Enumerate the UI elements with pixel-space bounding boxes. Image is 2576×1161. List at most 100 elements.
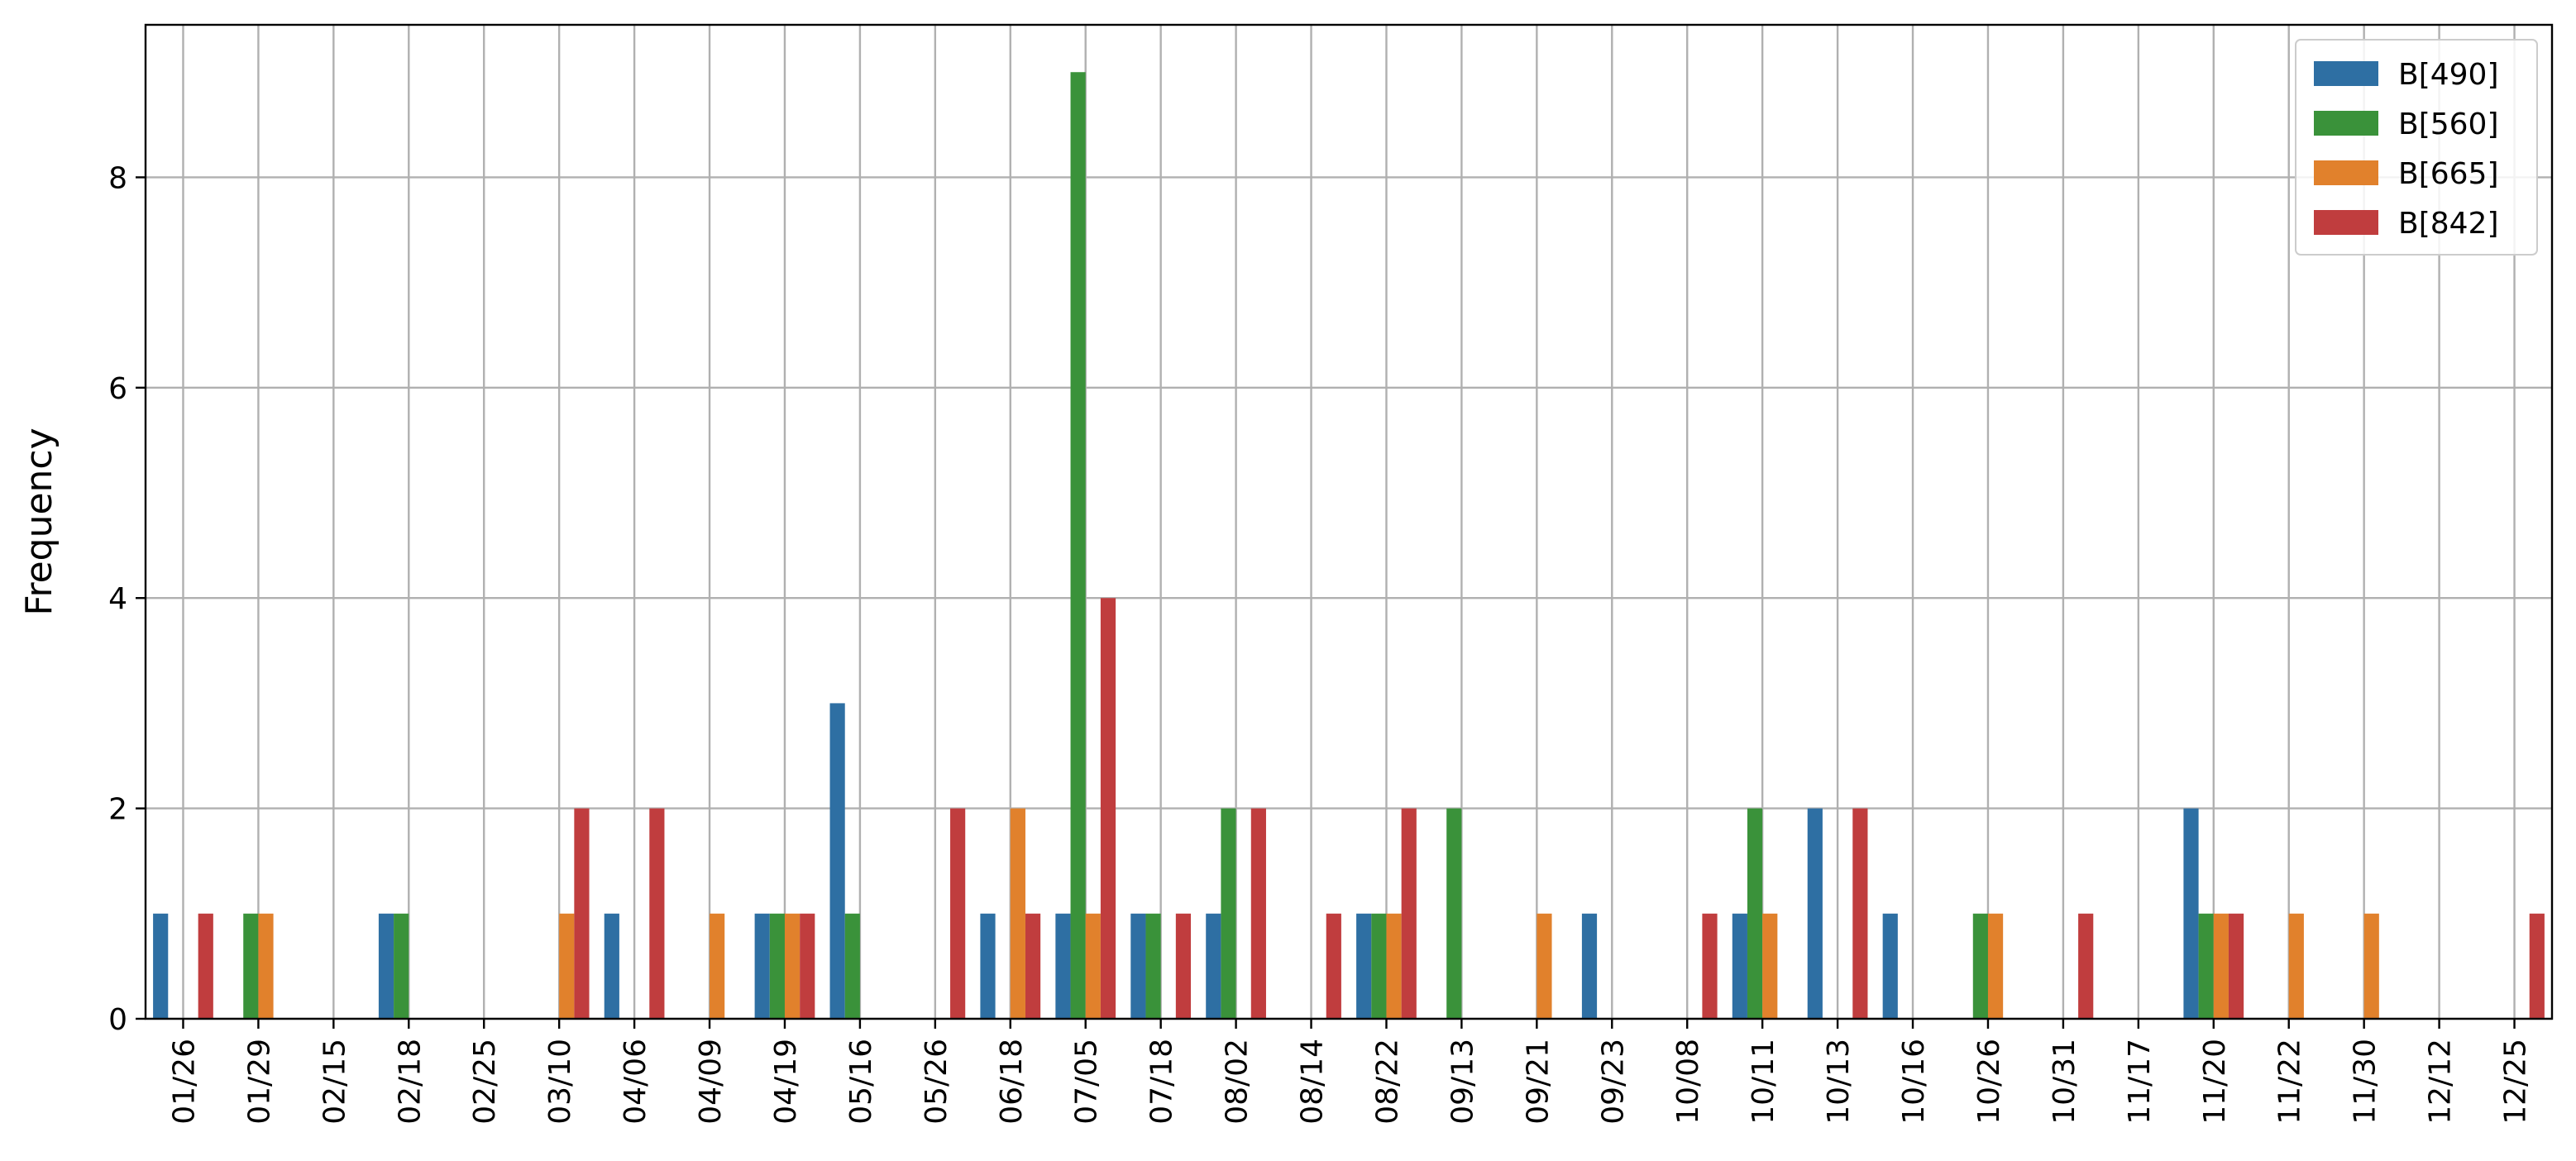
legend-swatch: [2314, 61, 2378, 86]
x-tick-label: 09/21: [1521, 1039, 1555, 1125]
bar-b560-08-02: [1221, 808, 1236, 1019]
bar-b665-09-21: [1537, 913, 1552, 1019]
x-tick-label: 07/18: [1145, 1039, 1179, 1125]
bar-b842-04-06: [649, 808, 665, 1019]
bar-b560-10-26: [1972, 913, 1988, 1019]
x-tick-label: 10/13: [1822, 1039, 1856, 1125]
x-tick-label: 11/17: [2123, 1039, 2157, 1125]
bar-b665-01-29: [258, 913, 274, 1019]
bars: [153, 72, 2545, 1020]
x-tick-label: 12/12: [2424, 1039, 2458, 1125]
y-axis-ticks: 0 2 4 6 8: [108, 161, 146, 1037]
bar-b490-06-18: [980, 913, 996, 1019]
bar-b490-10-13: [1807, 808, 1823, 1019]
bar-b665-04-09: [710, 913, 725, 1019]
legend-label: B[665]: [2398, 157, 2499, 191]
bar-b560-01-29: [243, 913, 259, 1019]
y-tick-label: 8: [108, 161, 127, 195]
x-tick-label: 05/26: [920, 1039, 953, 1125]
bar-b560-08-22: [1371, 913, 1387, 1019]
bar-b665-10-11: [1762, 913, 1778, 1019]
bar-b665-11-22: [2288, 913, 2304, 1019]
bar-b490-08-22: [1356, 913, 1372, 1019]
bar-b490-01-26: [153, 913, 169, 1019]
x-tick-label: 11/22: [2273, 1039, 2307, 1125]
x-tick-label: 04/19: [769, 1039, 803, 1125]
bar-b842-10-13: [1852, 808, 1868, 1019]
legend: B[490] B[560] B[665] B[842]: [2295, 39, 2538, 256]
bar-b842-07-05: [1100, 598, 1116, 1019]
bar-b490-07-18: [1130, 913, 1146, 1019]
legend-swatch: [2314, 111, 2378, 136]
bar-b665-11-20: [2213, 913, 2229, 1019]
bar-b490-08-02: [1206, 913, 1221, 1019]
bar-b490-10-11: [1732, 913, 1747, 1019]
bar-b490-04-19: [754, 913, 770, 1019]
x-tick-label: 02/18: [393, 1039, 427, 1125]
x-tick-label: 07/05: [1070, 1039, 1104, 1125]
bar-b665-11-30: [2363, 913, 2379, 1019]
bar-b560-09-13: [1446, 808, 1462, 1019]
bar-b560-02-18: [394, 913, 409, 1019]
bar-b842-12-25: [2529, 913, 2545, 1019]
x-tick-label: 05/16: [844, 1039, 878, 1125]
legend-swatch: [2314, 160, 2378, 185]
bar-b842-03-10: [574, 808, 590, 1019]
bar-b665-04-19: [784, 913, 801, 1019]
legend-label: B[490]: [2398, 58, 2499, 92]
y-tick-label: 4: [108, 582, 127, 616]
bar-b560-04-19: [769, 913, 785, 1019]
plot-area-frame: [144, 23, 2554, 1020]
x-axis-ticks: 01/26 01/29 02/15 02/18 02/25 03/10 04/06 04/09…: [167, 1019, 2533, 1125]
bar-b842-06-18: [1025, 913, 1041, 1019]
y-tick-label: 2: [108, 793, 127, 827]
bar-b490-07-05: [1055, 913, 1071, 1019]
bar-b560-10-11: [1747, 808, 1763, 1019]
x-tick-label: 01/29: [242, 1039, 276, 1125]
bar-b842-08-14: [1326, 913, 1341, 1019]
bar-b665-06-18: [1010, 808, 1025, 1019]
bar-b842-04-19: [800, 913, 815, 1019]
bar-b842-07-18: [1175, 913, 1192, 1019]
bar-b490-09-23: [1581, 913, 1598, 1019]
x-tick-label: 10/08: [1671, 1039, 1705, 1125]
x-tick-label: 08/02: [1221, 1039, 1255, 1125]
x-tick-label: 10/16: [1897, 1039, 1931, 1125]
x-tick-label: 10/11: [1747, 1039, 1780, 1125]
bar-b842-11-20: [2228, 913, 2244, 1019]
bar-b490-02-18: [378, 913, 394, 1019]
x-tick-label: 01/26: [167, 1039, 201, 1125]
y-tick-label: 0: [108, 1003, 127, 1037]
y-axis-label: Frequency: [18, 428, 60, 615]
x-tick-label: 03/10: [543, 1039, 577, 1125]
x-tick-label: 06/18: [995, 1039, 1029, 1125]
x-tick-label: 12/25: [2499, 1039, 2533, 1125]
legend-swatch: [2314, 210, 2378, 235]
bar-b842-08-02: [1250, 808, 1266, 1019]
x-tick-label: 04/09: [694, 1039, 728, 1125]
bar-b490-05-16: [829, 703, 845, 1019]
x-tick-label: 08/14: [1296, 1039, 1330, 1125]
legend-label: B[560]: [2398, 108, 2499, 141]
bar-b490-04-06: [604, 913, 619, 1019]
x-tick-label: 04/06: [619, 1039, 652, 1125]
bar-b842-10-08: [1702, 913, 1718, 1019]
x-tick-label: 08/22: [1370, 1039, 1404, 1125]
x-tick-label: 09/13: [1446, 1039, 1479, 1125]
legend-box: [2295, 39, 2538, 256]
legend-label: B[842]: [2398, 207, 2499, 241]
bar-b842-05-26: [950, 808, 966, 1019]
x-tick-label: 11/30: [2349, 1039, 2382, 1125]
bar-b560-07-18: [1145, 913, 1161, 1019]
bar-b560-07-05: [1070, 72, 1086, 1020]
bar-b665-08-22: [1386, 913, 1402, 1019]
y-tick-label: 6: [108, 372, 127, 406]
bar-b665-10-26: [1987, 913, 2004, 1019]
bar-b490-11-20: [2183, 808, 2199, 1019]
x-tick-label: 11/20: [2198, 1039, 2232, 1125]
bar-b490-10-16: [1882, 913, 1898, 1019]
bar-b560-11-20: [2198, 913, 2214, 1019]
x-tick-label: 02/25: [468, 1039, 502, 1125]
